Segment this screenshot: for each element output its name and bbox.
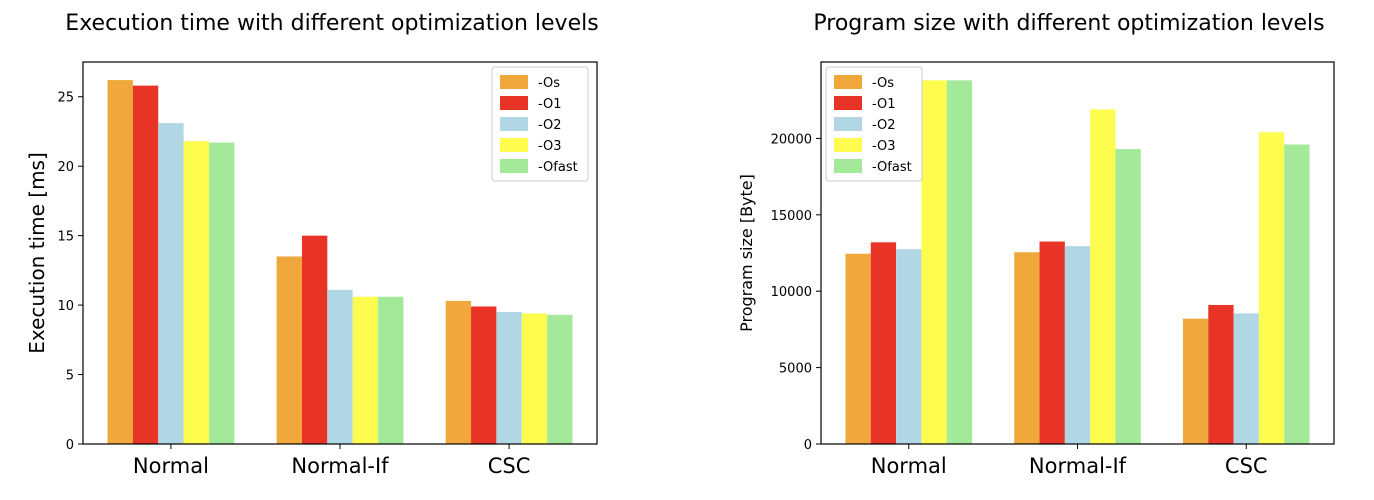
legend-box <box>491 66 589 182</box>
bar-O1-normal <box>132 85 159 445</box>
legend-swatch <box>834 96 862 110</box>
legend-label: -O1 <box>872 97 896 112</box>
bar-O2-normal-if <box>1064 246 1091 444</box>
legend: -Os -O1 -O2 -O3 -Ofast <box>491 66 589 182</box>
y-tick-label: 15 <box>57 230 74 245</box>
x-tick-label: CSC <box>488 454 531 478</box>
bar-O3-csc <box>521 313 548 444</box>
bar-O3-normal-if <box>1090 109 1116 445</box>
bar-O2-normal-if <box>327 289 353 444</box>
bar-Os-csc <box>1182 318 1209 444</box>
chart-1: Execution time with different optimizati… <box>25 11 599 478</box>
y-tick-label: 20 <box>57 160 74 175</box>
bars <box>107 80 573 445</box>
y-axis-label: Execution time [ms] <box>25 152 49 354</box>
y-tick-label: 15000 <box>771 209 812 224</box>
bar-O1-normal <box>870 242 897 444</box>
legend-swatch <box>834 117 862 131</box>
legend-label: -Os <box>538 76 560 91</box>
bar-O3-csc <box>1258 132 1285 445</box>
legend-label: -O3 <box>872 139 896 154</box>
bar-O1-csc <box>471 306 497 444</box>
y-tick-label: 25 <box>57 91 74 106</box>
y-tick-label: 0 <box>804 438 812 453</box>
bar-O1-normal-if <box>301 235 328 444</box>
legend-swatch <box>834 159 862 173</box>
bar-Os-normal-if <box>1014 252 1040 444</box>
bar-O2-normal <box>896 249 922 444</box>
legend-label: -Ofast <box>872 160 912 175</box>
bar-Os-csc <box>445 300 472 444</box>
bar-O2-csc <box>496 312 522 444</box>
legend-label: -Ofast <box>538 160 578 175</box>
x-tick-label: Normal <box>871 454 947 478</box>
y-tick-label: 5000 <box>779 362 812 377</box>
chart-2: Program size with different optimization… <box>737 11 1335 478</box>
bar-Ofast-csc <box>1284 144 1310 444</box>
y-axis-label: Program size [Byte] <box>737 174 756 332</box>
legend-swatch <box>500 117 528 131</box>
bar-Ofast-normal <box>208 142 235 444</box>
legend-swatch <box>834 138 862 152</box>
bar-O3-normal <box>921 80 947 444</box>
bar-Ofast-normal-if <box>378 296 404 444</box>
y-tick-label: 20000 <box>771 132 812 147</box>
bar-O2-normal <box>158 123 184 445</box>
bar-O3-normal <box>183 141 209 444</box>
legend-label: -O2 <box>872 118 896 133</box>
bar-Ofast-normal-if <box>1115 149 1141 444</box>
y-tick-label: 10000 <box>771 285 812 300</box>
bar-O1-normal-if <box>1039 241 1065 444</box>
legend-label: -O2 <box>538 118 562 133</box>
legend: -Os -O1 -O2 -O3 -Ofast <box>825 66 923 182</box>
legend-swatch <box>500 159 528 173</box>
bar-Os-normal-if <box>276 256 302 444</box>
bar-Ofast-normal <box>946 80 973 444</box>
chart-title: Program size with different optimization… <box>813 11 1324 36</box>
chart-title: Execution time with different optimizati… <box>65 11 598 36</box>
bar-Ofast-csc <box>547 314 573 444</box>
x-tick-label: Normal <box>133 454 209 478</box>
legend-swatch <box>500 75 528 89</box>
y-tick-label: 0 <box>66 438 74 453</box>
y-tick-label: 5 <box>66 369 74 384</box>
legend-swatch <box>500 96 528 110</box>
legend-label: -O1 <box>538 97 562 112</box>
bars <box>845 80 1310 445</box>
legend-swatch <box>834 75 862 89</box>
legend-box <box>825 66 923 182</box>
bar-Os-normal <box>845 253 871 444</box>
bar-O1-csc <box>1208 304 1234 444</box>
x-tick-label: Normal-If <box>291 454 389 478</box>
x-tick-label: Normal-If <box>1029 454 1127 478</box>
bar-O2-csc <box>1233 313 1259 444</box>
legend-swatch <box>500 138 528 152</box>
bar-Os-normal <box>107 80 133 444</box>
bar-O3-normal-if <box>352 296 379 444</box>
legend-label: -O3 <box>538 139 562 154</box>
x-tick-label: CSC <box>1225 454 1268 478</box>
y-tick-label: 10 <box>57 299 74 314</box>
legend-label: -Os <box>872 76 894 91</box>
